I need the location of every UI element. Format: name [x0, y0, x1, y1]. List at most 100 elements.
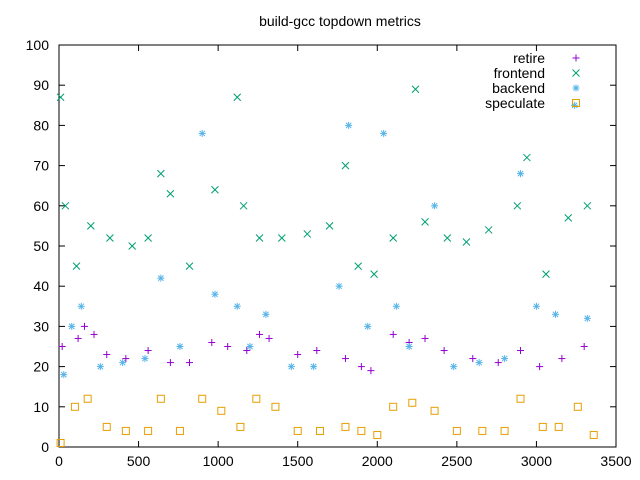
retire-point — [558, 355, 566, 363]
backend-point — [77, 302, 85, 310]
retire-point — [440, 347, 448, 355]
speculate-point — [252, 394, 261, 403]
retire-point — [517, 347, 525, 355]
backend-point — [96, 363, 104, 371]
y-tick-label: 80 — [33, 117, 49, 133]
backend-point — [119, 359, 127, 367]
retire-point — [224, 343, 232, 350]
y-tick-label: 100 — [26, 37, 50, 53]
frontend-point — [421, 218, 429, 226]
backend-point — [501, 355, 509, 363]
backend-point — [450, 363, 458, 371]
speculate-point — [156, 394, 165, 403]
retire-point — [80, 322, 88, 330]
frontend-point — [239, 201, 248, 210]
speculate-point — [408, 398, 417, 407]
legend-marker-frontend — [572, 69, 580, 77]
retire-point — [144, 347, 152, 355]
retire-point — [265, 334, 273, 342]
retire-point — [122, 355, 130, 363]
retire-point — [166, 359, 174, 367]
speculate-point — [452, 426, 461, 435]
retire-point — [103, 351, 111, 359]
speculate-point — [341, 422, 350, 431]
frontend-point — [128, 242, 137, 250]
frontend-point — [144, 234, 152, 242]
speculate-point — [315, 426, 324, 435]
y-tick-label: 20 — [33, 359, 49, 375]
speculate-point — [500, 426, 509, 435]
speculate-point — [144, 426, 153, 435]
frontend-point — [411, 85, 420, 94]
retire-point — [243, 347, 251, 355]
x-tick-label: 2000 — [362, 453, 393, 469]
frontend-point — [185, 262, 194, 270]
backend-point — [233, 302, 241, 310]
frontend-point — [564, 214, 573, 222]
speculate-point — [357, 426, 366, 435]
speculate-point — [389, 402, 398, 411]
speculate-point — [430, 406, 439, 415]
frontend-point — [542, 270, 550, 278]
frontend-point — [211, 185, 219, 194]
legend-marker-speculate — [572, 99, 580, 107]
backend-point — [364, 322, 372, 330]
backend-point — [583, 314, 591, 322]
retire-point — [313, 347, 321, 355]
retire-point — [294, 351, 302, 359]
backend-point — [532, 302, 540, 310]
y-tick-label: 50 — [33, 238, 49, 254]
retire-point — [256, 330, 264, 338]
retire-point — [469, 355, 477, 363]
backend-point — [392, 302, 400, 310]
speculate-point — [293, 426, 302, 435]
retire-point — [185, 359, 193, 367]
backend-point — [380, 129, 388, 137]
frontend-point — [462, 238, 471, 246]
speculate-point — [83, 394, 92, 403]
retire-point — [74, 334, 82, 342]
retire-point — [208, 338, 216, 346]
backend-point — [552, 310, 560, 318]
speculate-point — [70, 402, 79, 411]
speculate-point — [373, 430, 382, 439]
legend-label-speculate: speculate — [485, 95, 545, 111]
frontend-point — [354, 262, 363, 270]
frontend-point — [341, 161, 350, 170]
retire-point — [536, 363, 544, 371]
chart-title: build-gcc topdown metrics — [259, 13, 421, 29]
frontend-point — [513, 201, 522, 210]
x-tick-label: 1000 — [203, 453, 234, 469]
frontend-point — [166, 189, 175, 198]
legend-marker-retire — [572, 54, 580, 62]
x-tick-label: 500 — [127, 453, 151, 469]
y-tick-label: 90 — [33, 77, 49, 93]
frontend-point — [156, 169, 165, 178]
speculate-point — [175, 426, 184, 435]
legend-label-frontend: frontend — [494, 65, 545, 81]
retire-point — [58, 343, 66, 350]
axes: 0 500 1000 1500 2000 2500 3000 3500 0 10 20 30 40 50 6… — [26, 37, 632, 469]
backend-point — [141, 355, 149, 363]
backend-point — [60, 371, 68, 379]
retire-point — [494, 359, 502, 367]
frontend-point — [484, 226, 493, 234]
y-tick-label: 0 — [41, 439, 49, 455]
backend-point — [157, 274, 165, 282]
y-tick-label: 30 — [33, 318, 49, 334]
backend-point — [345, 121, 353, 129]
speculate-point — [516, 394, 525, 403]
speculate-point — [589, 430, 598, 439]
speculate-point — [554, 422, 563, 431]
retire-point — [90, 330, 98, 338]
backend-point — [176, 343, 184, 350]
speculate-point — [102, 422, 111, 431]
speculate-point — [121, 426, 130, 435]
backend-point — [287, 363, 295, 371]
frontend-point — [370, 270, 378, 278]
frontend-point — [303, 230, 312, 238]
frontend-point — [443, 234, 452, 242]
backend-point — [431, 202, 439, 210]
